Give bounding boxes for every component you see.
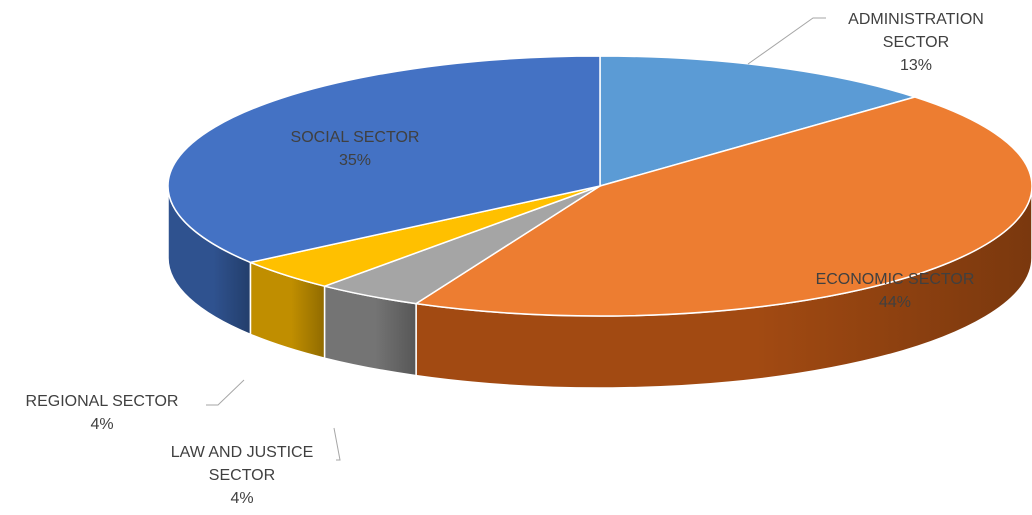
data-label-law-justice-line1: LAW AND JUSTICE: [170, 444, 314, 461]
pie-slice-social: [167, 55, 601, 264]
data-label-economic-name: ECONOMIC SECTOR: [815, 271, 975, 288]
data-label-administration: ADMINISTRATION SECTOR 13%: [826, 8, 1006, 77]
data-label-administration-percent: 13%: [899, 57, 933, 74]
data-label-administration-line2: SECTOR: [882, 34, 950, 51]
data-label-law-justice-line2: SECTOR: [208, 467, 276, 484]
data-label-social-name: SOCIAL SECTOR: [290, 129, 420, 146]
pie-slice-economic: [415, 96, 1032, 317]
data-label-social-percent: 35%: [338, 152, 372, 169]
leader-lines: [206, 17, 826, 461]
data-label-social: SOCIAL SECTOR 35%: [265, 126, 445, 172]
data-label-economic-percent: 44%: [878, 294, 912, 311]
data-label-regional-name: REGIONAL SECTOR: [25, 393, 179, 410]
data-label-economic: ECONOMIC SECTOR 44%: [775, 268, 1015, 314]
data-label-regional: REGIONAL SECTOR 4%: [2, 390, 202, 436]
data-label-administration-line1: ADMINISTRATION: [848, 11, 984, 28]
data-label-law-justice: LAW AND JUSTICE SECTOR 4%: [137, 441, 347, 510]
data-label-regional-percent: 4%: [90, 416, 114, 433]
leader-line-law-justice: [333, 427, 341, 461]
data-label-law-justice-percent: 4%: [230, 490, 254, 507]
pie-slice-administration: [599, 55, 916, 187]
leader-line-regional: [206, 379, 245, 406]
pie-top-faces: [167, 55, 1032, 317]
leader-line-administration: [747, 17, 826, 65]
